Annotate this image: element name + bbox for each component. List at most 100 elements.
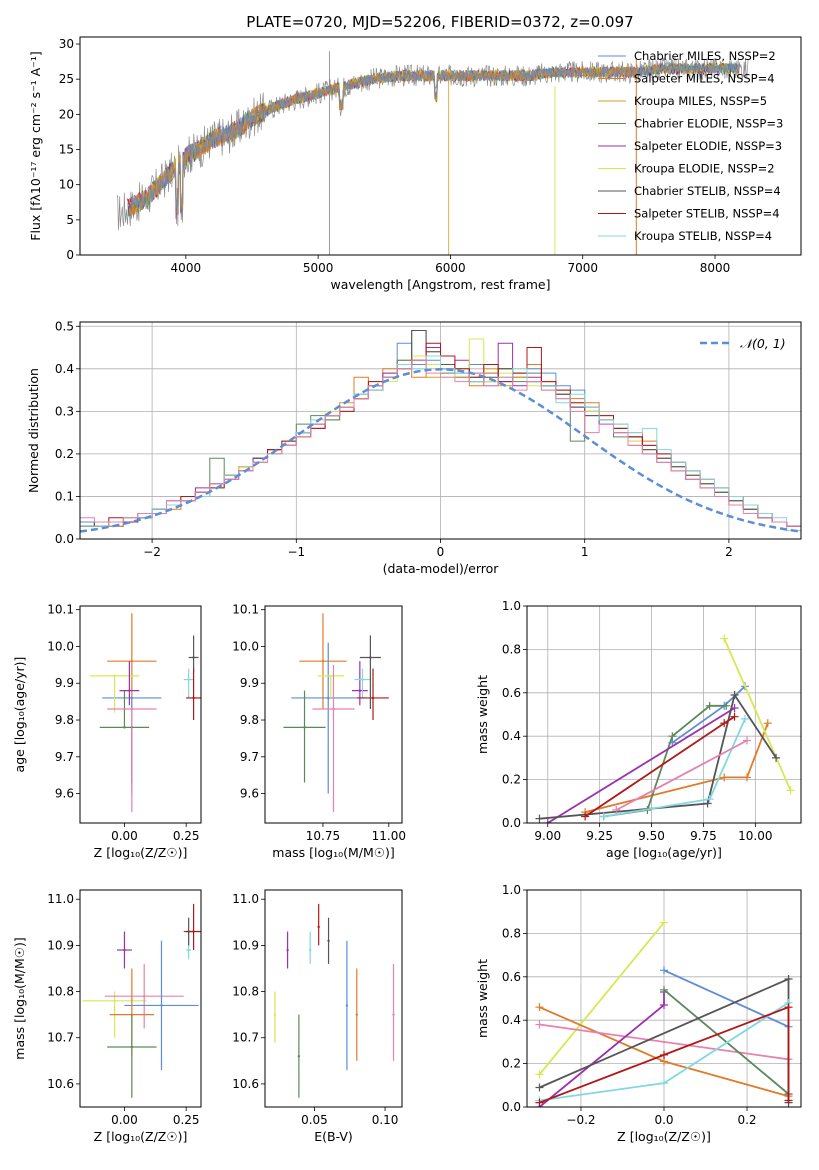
y-tick-label: 0.8 [502,926,521,940]
y-tick-label: 5 [66,213,74,227]
y-tick-label: 10.7 [47,1031,74,1045]
axes-frame [79,36,802,256]
legend-label: 𝒩(0, 1) [740,336,786,351]
legend-label: Kroupa ELODIE, NSSP=2 [634,162,775,176]
y-axis-label: age [log₁₀(age/yr)] [12,657,27,773]
weight-marker [703,799,712,808]
axes-frame [526,889,802,1108]
data-point [123,726,126,729]
x-tick-label: 0 [437,545,445,559]
data-point [130,659,134,663]
axes-frame [526,605,802,824]
y-tick-label: 0.0 [502,816,521,830]
weight-line-kroupa_elodie [538,921,665,1076]
y-tick-label: 0.8 [502,642,521,656]
legend-label: Salpeter STELIB, NSSP=4 [634,207,780,221]
weight-marker [535,1083,544,1092]
x-axis-label: Z [log₁₀(Z/Z☉)] [617,1129,711,1144]
data-point [128,689,131,692]
x-tick-label: 0.00 [111,1113,138,1127]
data-point [321,659,325,663]
data-point [130,707,134,711]
axes-frame [79,321,802,540]
residual-histogram-panel: −2 −1 0 1 2 0.0 0.1 0.2 0.3 0.4 0.5 (data-model)/er… [26,319,802,576]
y-tick-label: 10.6 [232,1077,259,1091]
y-tick-label: 10.8 [47,985,74,999]
y-axis-label: Flux [fλ10⁻¹⁷ erg cm⁻² s⁻¹ A⁻¹] [28,51,43,240]
weight-line-salpeter_miles [584,722,769,813]
weight-marker [535,814,544,823]
legend-label: Salpeter MILES, NSSP=4 [634,72,775,86]
x-axis-label: Z [log₁₀(Z/Z☉)] [94,1129,188,1144]
data-point [160,1004,163,1007]
x-tick-label: 0.0 [654,1113,673,1127]
x-tick-label: 1 [581,545,589,559]
x-tick-label: 0.25 [173,829,200,843]
plot-area [535,918,793,1107]
legend-label: Chabrier STELIB, NSSP=4 [634,184,781,198]
data-point [286,948,289,952]
y-tick-label: 10.1 [47,603,74,617]
data-point [392,1013,395,1016]
weight-line-chabrier_stelib [539,692,777,820]
weight-line-salpeter_stelib [584,715,736,818]
plot-area [82,903,201,1098]
x-tick-label: 9.00 [534,829,561,843]
y-tick-label: 1.0 [502,883,521,897]
y-tick-label: 9.7 [240,750,259,764]
weight-marker [535,1098,544,1107]
y-tick-label: 9.6 [240,787,259,801]
x-axis-label: (data-model)/error [383,561,500,576]
weight-marker [581,812,590,821]
data-point [371,696,375,700]
weight-marker [720,719,729,728]
y-tick-label: 9.8 [240,713,259,727]
y-tick-label: 9.9 [240,676,259,690]
weight-marker [543,819,552,823]
weight-marker [705,701,714,710]
y-tick-label: 10.7 [232,1031,259,1045]
y-tick-label: 10.8 [232,985,259,999]
weight-line-salpeter_elodie [547,707,736,823]
plot-area [89,613,201,812]
figure-title: PLATE=0720, MJD=52206, FIBERID=0372, z=0… [246,13,633,31]
y-tick-label: 0.4 [55,362,74,376]
axes-frame [264,605,403,824]
data-point [327,696,330,700]
y-tick-label: 11.0 [232,892,259,906]
y-axis-label: mass weight [475,675,490,754]
weight-marker [660,918,668,927]
normal-curve [80,368,801,533]
weight-marker [743,773,752,782]
weight-marker [784,974,793,983]
x-tick-label: 9.50 [638,829,665,843]
weight-marker [722,701,731,710]
weight-marker [668,732,677,741]
weight-marker [535,1003,544,1012]
weight-line-pink [615,739,748,811]
mass-vs-metallicity-panel: 0.00 0.25 10.6 10.7 10.8 10.9 11.0 Z [log₁₀(Z/Z… [12,889,202,1144]
y-tick-label: 0.6 [502,970,521,984]
weight-line-salpeter_elodie [538,992,665,1107]
x-tick-label: 0.05 [301,1113,328,1127]
data-point [113,674,116,678]
y-tick-label: 1.0 [502,599,521,613]
y-tick-label: 0.6 [502,686,521,700]
data-point [123,948,126,952]
weight-marker [763,719,772,728]
y-tick-label: 10.1 [232,603,259,617]
weight-line-salpeter_stelib [539,1005,790,1104]
legend-label: Chabrier MILES, NSSP=2 [634,49,776,63]
x-tick-label: 0.10 [372,1113,399,1127]
weight-marker [660,966,668,975]
x-tick-label: 10.75 [306,829,340,843]
x-tick-label: 0.00 [111,829,138,843]
y-tick-label: 10.9 [232,938,259,952]
weight-marker [720,634,729,643]
data-point [187,678,190,681]
axes-frame [79,889,202,1108]
y-tick-label: 10.6 [47,1077,74,1091]
weight-marker [743,736,752,745]
y-tick-label: 0.5 [55,319,74,333]
